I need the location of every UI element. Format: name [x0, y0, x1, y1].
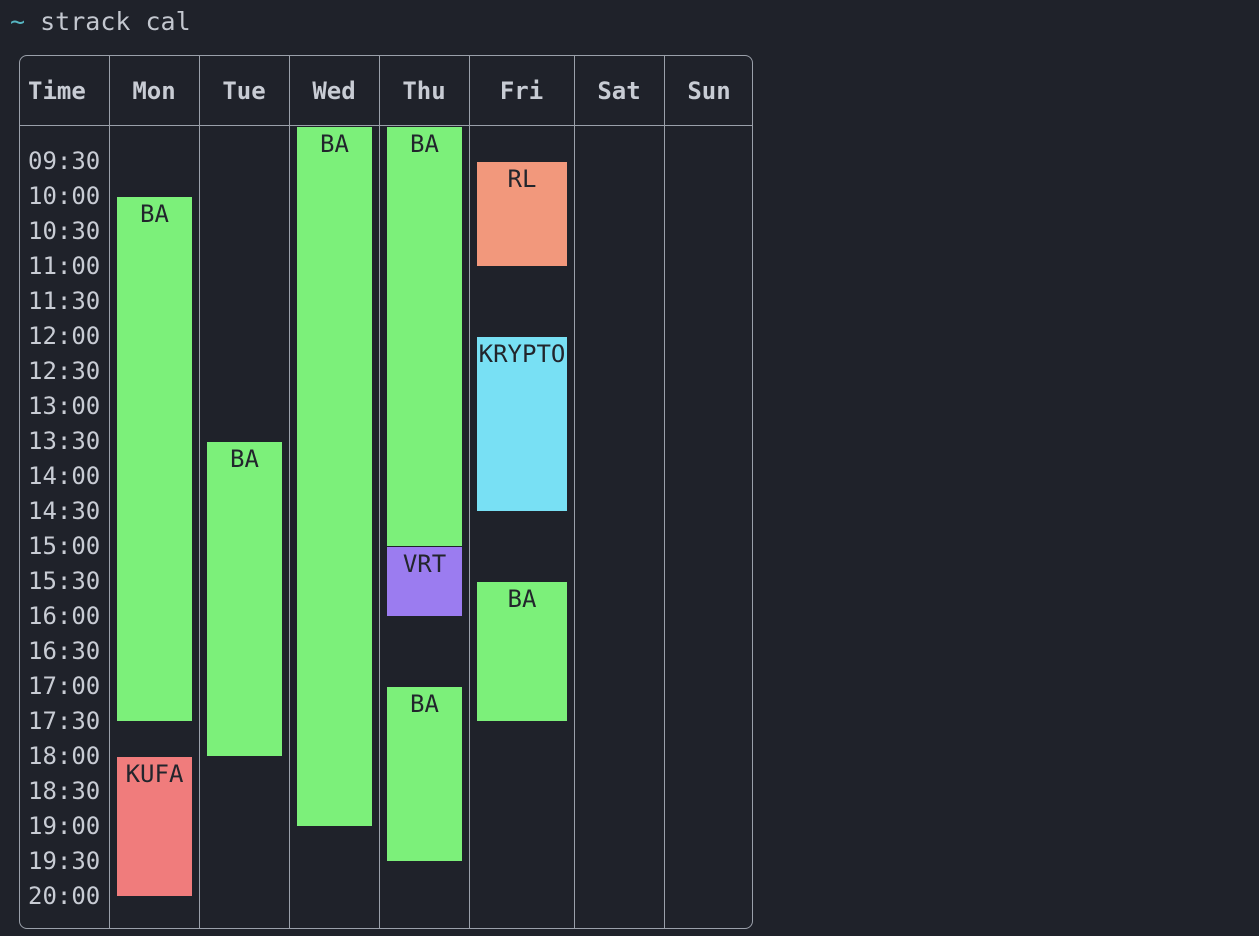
column-divider [574, 56, 575, 928]
event-label: KUFA [125, 760, 184, 788]
time-label: 19:00 [28, 812, 101, 840]
event-label: BA [410, 690, 439, 718]
event-block-ba[interactable]: BA [297, 127, 372, 826]
time-label: 15:00 [28, 532, 101, 560]
column-divider [109, 56, 110, 928]
event-label: KRYPTO [478, 340, 566, 368]
column-header-tue: Tue [222, 77, 266, 105]
time-label: 14:30 [28, 497, 101, 525]
column-header-mon: Mon [132, 77, 176, 105]
event-label: BA [320, 130, 349, 158]
column-header-time: Time [28, 77, 86, 105]
event-label: BA [230, 445, 259, 473]
column-divider [289, 56, 290, 928]
time-label: 11:30 [28, 287, 101, 315]
event-label: RL [507, 165, 537, 193]
event-label: BA [410, 130, 439, 158]
event-block-ba[interactable]: BA [207, 442, 282, 756]
time-label: 13:30 [28, 427, 101, 455]
event-block-rl[interactable]: RL [477, 162, 567, 266]
event-label: BA [507, 585, 537, 613]
time-label: 17:00 [28, 672, 101, 700]
time-label: 11:00 [28, 252, 101, 280]
time-label: 12:30 [28, 357, 101, 385]
time-label: 10:00 [28, 182, 101, 210]
event-block-ba[interactable]: BA [387, 127, 462, 546]
column-divider [199, 56, 200, 928]
time-label: 17:30 [28, 707, 101, 735]
time-label: 16:30 [28, 637, 101, 665]
time-label: 14:00 [28, 462, 101, 490]
event-block-kufa[interactable]: KUFA [117, 757, 192, 896]
column-header-fri: Fri [499, 77, 544, 105]
command-text: strack cal [40, 7, 191, 36]
event-block-vrt[interactable]: VRT [387, 547, 462, 616]
time-label: 19:30 [28, 847, 101, 875]
column-divider [469, 56, 470, 928]
column-divider [664, 56, 665, 928]
prompt-tilde: ~ [10, 7, 26, 36]
time-label: 13:00 [28, 392, 101, 420]
time-label: 10:30 [28, 217, 101, 245]
terminal-prompt: ~ strack cal [10, 6, 191, 38]
event-label: VRT [402, 550, 447, 578]
header-divider [20, 125, 752, 126]
event-label: BA [140, 200, 169, 228]
time-label: 18:30 [28, 777, 101, 805]
time-label: 12:00 [28, 322, 101, 350]
time-label: 20:00 [28, 882, 101, 910]
event-block-krypto[interactable]: KRYPTO [477, 337, 567, 511]
column-header-thu: Thu [402, 77, 446, 105]
time-label: 15:30 [28, 567, 101, 595]
time-label: 16:00 [28, 602, 101, 630]
time-label: 09:30 [28, 147, 101, 175]
column-header-wed: Wed [312, 77, 356, 105]
week-calendar: Time Mon Tue Wed Thu Fri Sat Sun 09:30 10:00 10:30… [19, 55, 753, 929]
event-block-ba[interactable]: BA [387, 687, 462, 861]
event-block-ba[interactable]: BA [117, 197, 192, 721]
column-divider [379, 56, 380, 928]
event-block-ba[interactable]: BA [477, 582, 567, 721]
column-header-sat: Sat [597, 77, 641, 105]
column-header-sun: Sun [687, 77, 731, 105]
time-label: 18:00 [28, 742, 101, 770]
